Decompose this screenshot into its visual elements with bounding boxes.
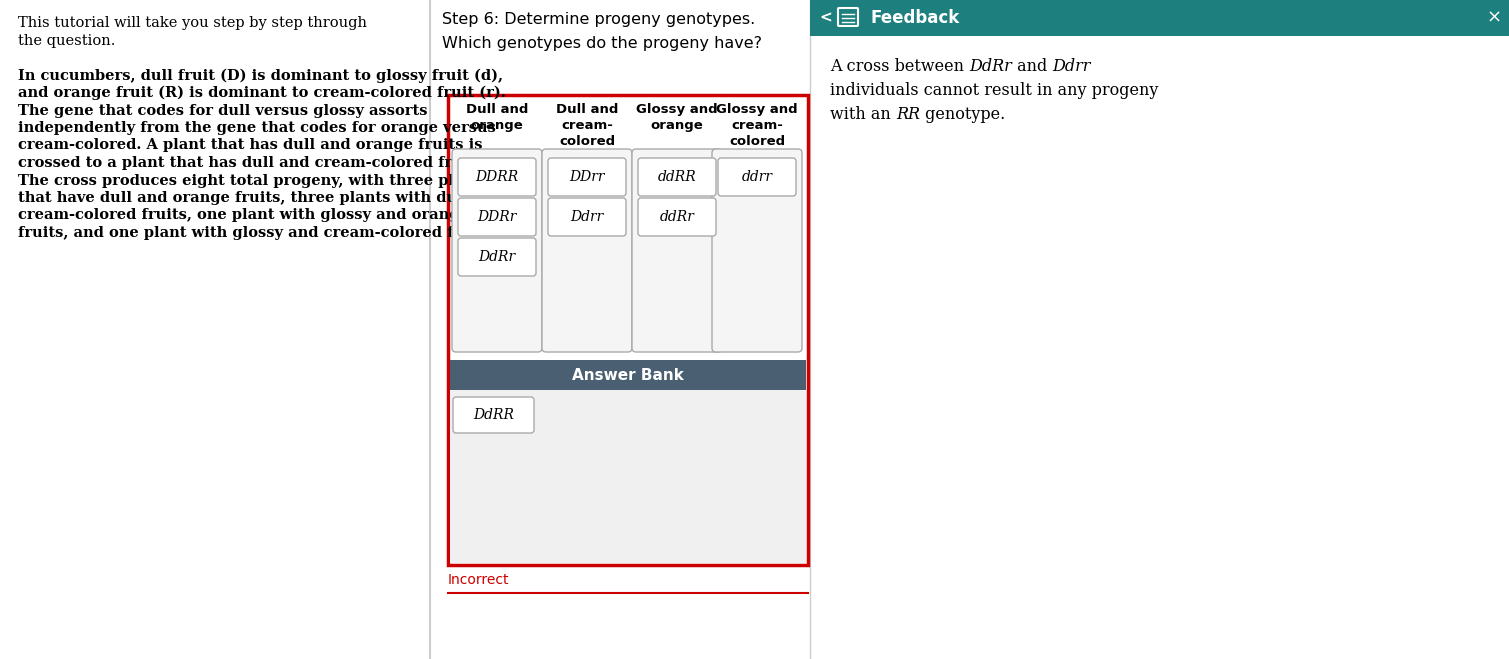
Text: ddrr: ddrr [741,170,773,184]
Text: Feedback: Feedback [871,9,960,27]
Text: with an: with an [830,106,896,123]
Text: fruits, and one plant with glossy and cream-colored fruits.: fruits, and one plant with glossy and cr… [18,226,498,240]
FancyBboxPatch shape [542,149,632,352]
Text: Dull and
cream-
colored: Dull and cream- colored [555,103,619,148]
FancyBboxPatch shape [837,8,859,26]
Text: that have dull and orange fruits, three plants with dull and: that have dull and orange fruits, three … [18,191,504,205]
Bar [448,95,807,565]
FancyBboxPatch shape [459,238,536,276]
Text: independently from the gene that codes for orange versus: independently from the gene that codes f… [18,121,496,135]
Text: DdRr: DdRr [969,58,1013,75]
Text: and orange fruit (R) is dominant to cream-colored fruit (r).: and orange fruit (R) is dominant to crea… [18,86,506,100]
Bar [450,390,806,563]
FancyBboxPatch shape [638,158,715,196]
Text: This tutorial will take you step by step through: This tutorial will take you step by step… [18,16,367,30]
Bar [450,360,806,390]
Text: DDrr: DDrr [569,170,605,184]
FancyBboxPatch shape [638,198,715,236]
Text: In cucumbers, dull fruit (D) is dominant to glossy fruit (d),: In cucumbers, dull fruit (D) is dominant… [18,69,502,83]
Text: the question.: the question. [18,34,115,47]
Bar [810,0,1509,36]
Text: Answer Bank: Answer Bank [572,368,684,382]
Text: Incorrect: Incorrect [448,573,510,587]
FancyBboxPatch shape [453,397,534,433]
Text: A cross between: A cross between [830,58,969,75]
Text: DDRr: DDRr [477,210,516,224]
Text: ×: × [1486,9,1501,27]
Text: The gene that codes for dull versus glossy assorts: The gene that codes for dull versus glos… [18,103,427,117]
Text: ddRR: ddRR [658,170,696,184]
Text: genotype.: genotype. [920,106,1005,123]
Text: DDRR: DDRR [475,170,519,184]
Text: ddRr: ddRr [659,210,694,224]
Text: Ddrr: Ddrr [570,210,604,224]
Text: <: < [819,11,833,26]
Text: and: and [1013,58,1052,75]
Text: Glossy and
orange: Glossy and orange [637,103,718,132]
Text: Step 6: Determine progeny genotypes.: Step 6: Determine progeny genotypes. [442,12,754,27]
Text: DdRr: DdRr [478,250,516,264]
Text: Dull and
orange: Dull and orange [466,103,528,132]
Text: DdRR: DdRR [472,408,515,422]
FancyBboxPatch shape [712,149,801,352]
FancyBboxPatch shape [632,149,721,352]
Text: Which genotypes do the progeny have?: Which genotypes do the progeny have? [442,36,762,51]
FancyBboxPatch shape [548,198,626,236]
Text: Ddrr: Ddrr [1052,58,1091,75]
FancyBboxPatch shape [459,158,536,196]
FancyBboxPatch shape [459,198,536,236]
Text: RR: RR [896,106,920,123]
FancyBboxPatch shape [718,158,797,196]
Text: crossed to a plant that has dull and cream-colored fruits.: crossed to a plant that has dull and cre… [18,156,489,170]
Text: cream-colored fruits, one plant with glossy and orange: cream-colored fruits, one plant with glo… [18,208,469,223]
Text: individuals cannot result in any progeny: individuals cannot result in any progeny [830,82,1159,99]
Text: cream-colored. A plant that has dull and orange fruits is: cream-colored. A plant that has dull and… [18,138,483,152]
Text: The cross produces eight total progeny, with three plants: The cross produces eight total progeny, … [18,173,489,188]
Text: Glossy and
cream-
colored: Glossy and cream- colored [717,103,798,148]
FancyBboxPatch shape [453,149,542,352]
FancyBboxPatch shape [548,158,626,196]
